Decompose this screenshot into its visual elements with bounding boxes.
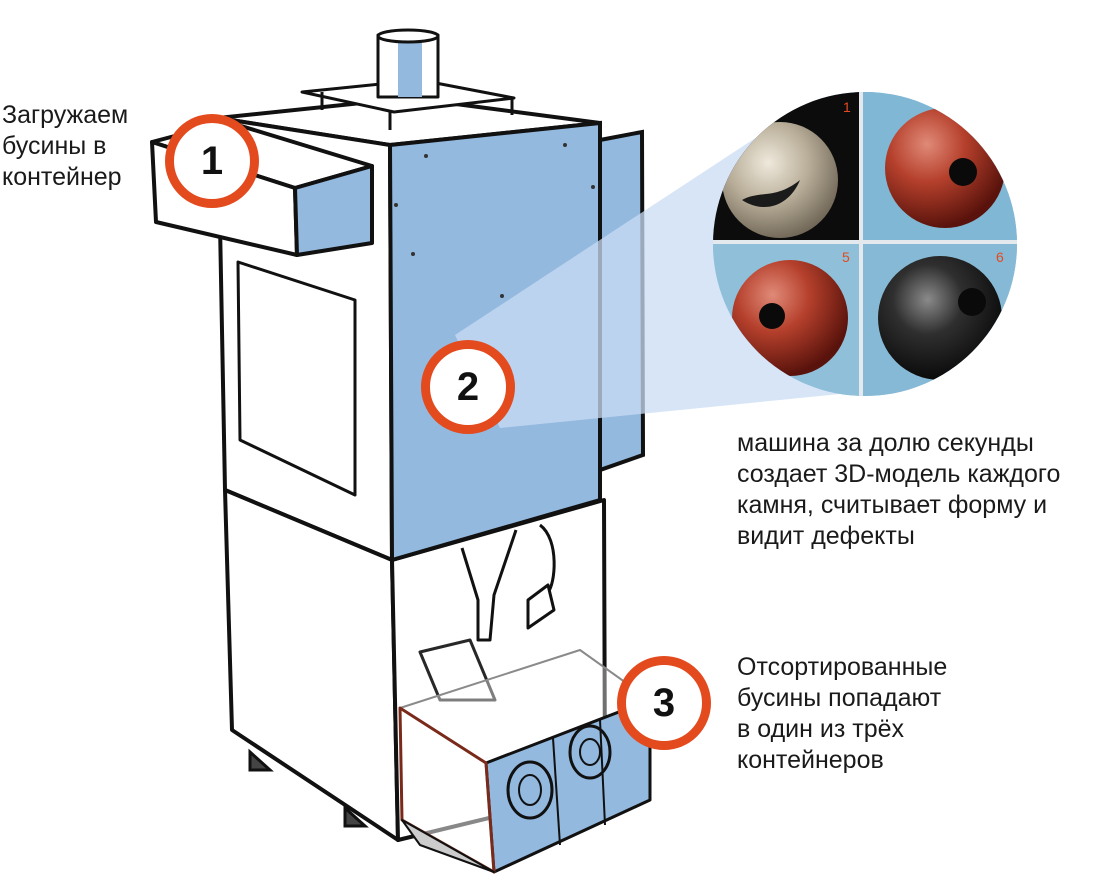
bead-red-top (885, 108, 1005, 228)
frame-number-1: 1 (843, 99, 851, 115)
step-2-caption: машина за долю секунды создает 3D-модель… (737, 429, 1061, 550)
step-3-number: 3 (652, 680, 676, 725)
inspection-lens: 1 5 6 (713, 92, 1017, 396)
step-1-badge: 1 (165, 114, 259, 208)
frame-number-6: 6 (996, 249, 1004, 265)
bead-red-bottom (732, 260, 848, 376)
bead-beige-defective (722, 122, 838, 238)
step-1-caption: Загружаем бусины в контейнер (2, 101, 129, 191)
panel-screws (394, 143, 595, 298)
sorting-chute (418, 523, 556, 702)
step-1-number: 1 (200, 138, 224, 183)
output-containers (398, 649, 652, 874)
step-2-number: 2 (456, 364, 480, 409)
machine-base (248, 748, 369, 828)
frame-number-5: 5 (842, 249, 850, 265)
step-3-badge: 3 (617, 656, 711, 750)
step-2-badge: 2 (421, 340, 515, 434)
bead-black (878, 256, 1002, 380)
top-chimney (300, 28, 516, 130)
step-3-caption: Отсортированные бусины попадают в один и… (737, 653, 948, 774)
